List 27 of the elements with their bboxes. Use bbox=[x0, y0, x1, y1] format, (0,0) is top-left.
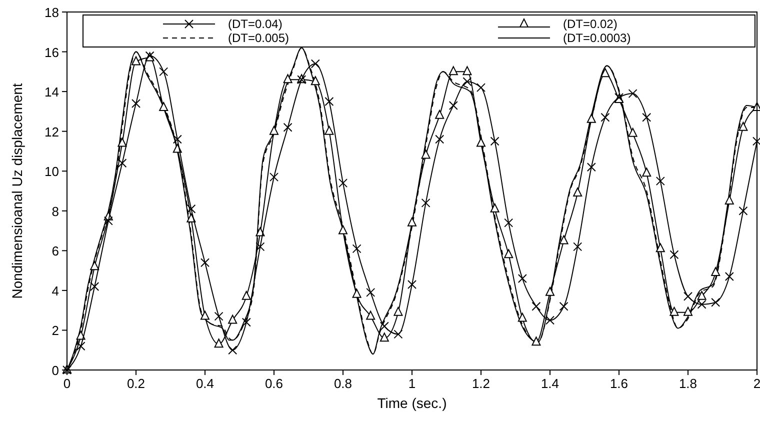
x-tick-label: 1.8 bbox=[678, 376, 698, 391]
y-tick-label: 12 bbox=[44, 124, 59, 140]
y-tick-label: 18 bbox=[44, 5, 59, 20]
legend-label: (DT=0.005) bbox=[228, 31, 290, 45]
x-tick-label: 2 bbox=[753, 376, 760, 391]
y-axis-title: Nondimensioanal Uz displacement bbox=[9, 83, 25, 299]
x-tick-label: 1.2 bbox=[472, 376, 490, 391]
x-tick-label: 0 bbox=[63, 376, 71, 391]
y-tick-label: 8 bbox=[52, 204, 59, 219]
x-tick-label: 0.6 bbox=[264, 376, 284, 391]
x-tick-label: 0.4 bbox=[196, 376, 214, 391]
x-tick-label: 1 bbox=[408, 376, 416, 391]
y-tick-label: 2 bbox=[52, 323, 59, 338]
x-tick-label: 1.6 bbox=[610, 376, 628, 391]
y-tick-label: 16 bbox=[44, 44, 59, 60]
y-tick-label: 0 bbox=[52, 363, 59, 378]
x-tick-label: 0.2 bbox=[126, 376, 146, 391]
legend-label: (DT=0.02) bbox=[563, 17, 618, 31]
y-tick-label: 10 bbox=[44, 164, 59, 180]
legend-label: (DT=0.04) bbox=[228, 17, 282, 31]
y-tick-label: 4 bbox=[52, 283, 59, 298]
y-tick-label: 14 bbox=[44, 84, 59, 100]
x-tick-label: 1.4 bbox=[540, 376, 560, 391]
x-axis-title: Time (sec.) bbox=[377, 395, 447, 411]
x-tick-label: 0.8 bbox=[334, 376, 352, 391]
y-tick-label: 6 bbox=[52, 244, 59, 259]
legend-label: (DT=0.0003) bbox=[563, 31, 631, 45]
